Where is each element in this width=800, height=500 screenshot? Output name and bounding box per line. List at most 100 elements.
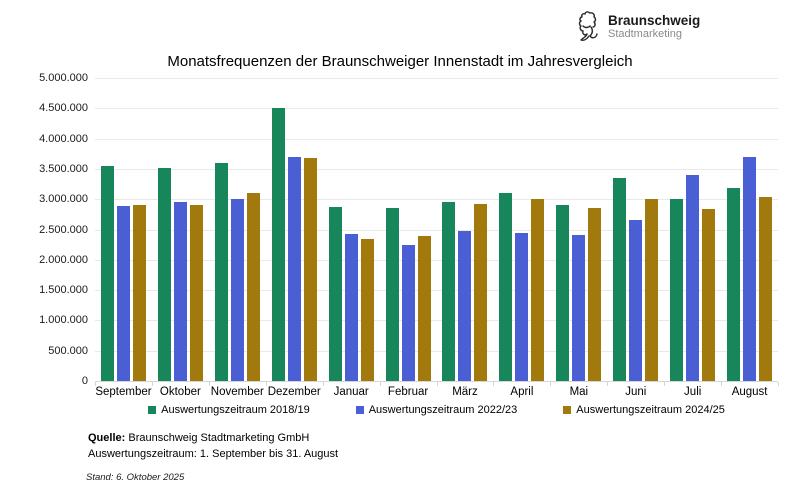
- bar: [230, 199, 244, 381]
- x-axis-ticks: [95, 382, 779, 386]
- x-axis-label: Januar: [333, 386, 369, 398]
- x-axis-tick: [436, 382, 438, 386]
- gridline: [95, 350, 778, 352]
- bar: [515, 232, 529, 381]
- source-text: Braunschweig Stadtmarketing GmbH: [125, 432, 310, 444]
- x-axis-tick: [664, 382, 666, 386]
- bar: [385, 207, 399, 381]
- bar: [287, 156, 301, 381]
- bar: [116, 206, 130, 381]
- gridline: [95, 290, 778, 292]
- x-axis-label: Oktober: [159, 386, 201, 398]
- y-axis-tick-label: 1.000.000: [39, 314, 88, 327]
- y-axis-tick-label: 5.000.000: [39, 72, 88, 84]
- x-axis-tick: [95, 382, 96, 386]
- legend-item: Auswertungszeitraum 2024/25: [563, 404, 725, 416]
- y-axis-tick-label: 0: [81, 375, 88, 387]
- bar: [686, 174, 700, 381]
- x-axis-label: Februar: [387, 386, 429, 398]
- y-axis-tick-label: 3.500.000: [39, 162, 88, 175]
- bar: [458, 230, 472, 381]
- legend-item: Auswertungszeitraum 2018/19: [148, 404, 310, 416]
- legend-swatch-icon: [355, 406, 364, 414]
- gridline: [95, 320, 778, 322]
- bar: [100, 165, 114, 381]
- bar: [328, 207, 342, 381]
- bar: [759, 196, 773, 381]
- y-axis-tick-label: 2.000.000: [39, 253, 88, 266]
- legend-label: Auswertungszeitraum 2024/25: [576, 404, 725, 416]
- x-axis-tick: [778, 382, 779, 386]
- x-axis-labels: September Oktober November Dezember Januar Fe…: [95, 386, 778, 398]
- bar: [214, 163, 228, 381]
- bar: [303, 158, 317, 381]
- x-axis-tick: [607, 382, 609, 386]
- x-axis-label: Mai: [569, 386, 589, 398]
- x-axis-label: September: [95, 386, 152, 398]
- bar-group-januar: [323, 78, 380, 381]
- y-axis-tick-label: 3.000.000: [39, 193, 88, 206]
- legend-swatch-icon: [148, 406, 157, 414]
- bar-group-juni: [607, 78, 664, 381]
- x-axis-tick: [265, 382, 267, 386]
- bar: [613, 178, 627, 381]
- x-axis-label: August: [731, 386, 768, 398]
- x-axis-label: April: [510, 386, 534, 398]
- bar: [417, 235, 431, 381]
- gridline: [95, 78, 778, 79]
- bar: [670, 199, 684, 381]
- x-axis-label: Juli: [684, 386, 702, 398]
- legend: Auswertungszeitraum 2018/19 Auswertungsze…: [95, 404, 778, 416]
- y-axis-tick-label: 4.000.000: [39, 132, 88, 145]
- period-line: Auswertungszeitraum: 1. September bis 31…: [88, 448, 339, 460]
- x-axis-tick: [379, 382, 381, 386]
- legend-swatch-icon: [563, 406, 572, 414]
- gridline: [95, 259, 778, 261]
- bar: [344, 234, 358, 381]
- bar: [246, 193, 260, 381]
- x-axis-tick: [493, 382, 495, 386]
- bar: [132, 205, 146, 381]
- bar-group-mai: [550, 78, 607, 381]
- gridline: [95, 108, 778, 110]
- bar: [271, 108, 285, 381]
- source-line: Quelle: Braunschweig Stadtmarketing GmbH: [88, 430, 338, 446]
- lion-icon: [574, 10, 601, 43]
- bar: [743, 156, 757, 381]
- y-axis-tick-label: 1.500.000: [39, 284, 88, 297]
- bar: [572, 234, 586, 381]
- bar: [173, 202, 187, 381]
- bar: [401, 244, 415, 381]
- bar: [556, 205, 570, 381]
- legend-label: Auswertungszeitraum 2022/23: [368, 404, 518, 416]
- y-axis-tick-label: 4.500.000: [39, 102, 88, 115]
- bar: [702, 208, 716, 381]
- bar: [588, 208, 602, 381]
- legend-item: Auswertungszeitraum 2022/23: [355, 404, 518, 416]
- bar-group-oktober: [152, 78, 209, 381]
- source-label: Quelle:: [88, 432, 126, 444]
- y-axis-tick-label: 2.500.000: [39, 223, 88, 236]
- bar-groups: [95, 78, 778, 381]
- gridline: [95, 199, 778, 201]
- x-axis-tick: [550, 382, 552, 386]
- legend-label: Auswertungszeitraum 2018/19: [161, 404, 310, 416]
- bar: [531, 199, 545, 381]
- bar: [474, 204, 488, 381]
- y-axis-tick-label: 500.000: [48, 344, 88, 357]
- logo-line1: Braunschweig: [608, 12, 701, 28]
- bar-group-märz: [437, 78, 494, 381]
- bar: [629, 220, 643, 381]
- bar: [499, 192, 513, 381]
- gridline: [95, 168, 778, 170]
- bar-group-november: [209, 78, 266, 381]
- bar: [442, 201, 456, 381]
- bar-group-september: [95, 78, 152, 381]
- bar: [645, 199, 659, 381]
- bar: [157, 167, 171, 381]
- bar-group-dezember: [266, 78, 323, 381]
- x-axis-label: Juni: [625, 386, 647, 398]
- bar-group-juli: [664, 78, 721, 381]
- source-note: Quelle: Braunschweig Stadtmarketing GmbH…: [88, 430, 338, 462]
- bar: [360, 238, 374, 381]
